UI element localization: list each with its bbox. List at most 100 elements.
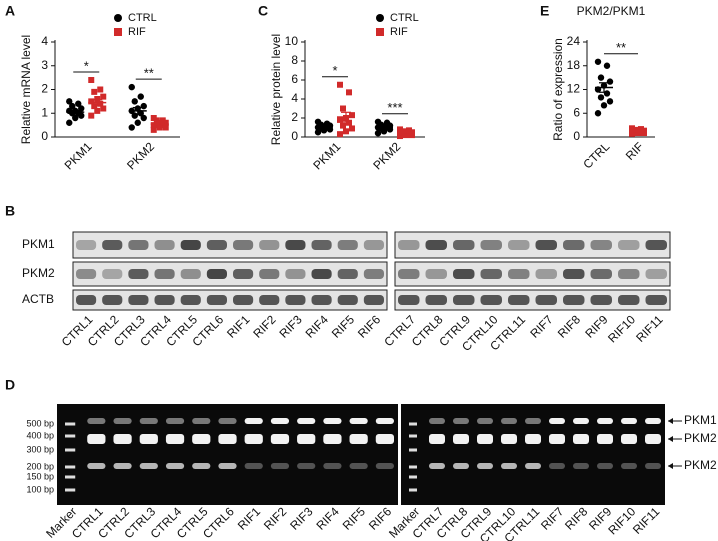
x-tick-label: CTRL xyxy=(580,139,612,171)
blot-band xyxy=(180,269,201,279)
blot-band xyxy=(618,295,640,305)
gel-band xyxy=(165,463,185,469)
blot-band xyxy=(337,295,358,305)
blot-band xyxy=(259,269,280,279)
lane-label: RIF6 xyxy=(355,312,384,341)
gel-band xyxy=(87,418,106,424)
data-point xyxy=(140,114,147,122)
gel-band xyxy=(477,418,493,424)
blot-band xyxy=(311,240,332,250)
ladder-band xyxy=(65,465,76,469)
band-arrowhead xyxy=(668,418,673,424)
gel-band xyxy=(323,434,342,444)
gel-band xyxy=(87,463,106,469)
data-point xyxy=(343,128,349,135)
gel-band xyxy=(87,434,106,444)
blot-band xyxy=(480,295,502,305)
band-arrowhead xyxy=(668,436,673,442)
y-axis-label: Ratio of expression xyxy=(551,38,565,141)
y-tick-label: 2 xyxy=(41,82,48,96)
y-tick-label: 0 xyxy=(41,129,48,143)
legend-label: CTRL xyxy=(128,12,157,24)
blot-band xyxy=(590,295,612,305)
gel-band xyxy=(349,434,368,444)
gel-band xyxy=(349,463,368,469)
blot-band xyxy=(398,269,420,279)
marker-label: 200 bp xyxy=(26,461,54,471)
data-point xyxy=(346,89,352,96)
lane-label: RIF11 xyxy=(630,504,663,537)
data-point xyxy=(606,98,614,105)
significance-label: * xyxy=(84,58,89,73)
blot-band xyxy=(102,240,123,250)
blot-band xyxy=(535,269,557,279)
lane-label: RIF1 xyxy=(224,312,253,341)
lane-label: RIF1 xyxy=(235,504,264,533)
marker-label: 100 bp xyxy=(26,484,54,494)
data-point xyxy=(75,100,82,107)
panel-letter: B xyxy=(5,203,15,219)
lane-label: RIF3 xyxy=(287,504,316,533)
significance-label: *** xyxy=(387,100,402,115)
gel-band xyxy=(621,418,637,424)
lane-label: RIF4 xyxy=(313,504,342,533)
blot-band xyxy=(453,269,475,279)
marker-label: 300 bp xyxy=(26,444,54,454)
blot-band xyxy=(453,240,475,250)
legend-marker xyxy=(376,14,384,22)
blot-band xyxy=(563,269,585,279)
lane-label: RIF2 xyxy=(250,312,279,341)
legend-marker xyxy=(376,28,384,36)
blot-band xyxy=(508,295,530,305)
blot-band xyxy=(337,240,358,250)
gel-band xyxy=(375,463,394,469)
gel-band xyxy=(645,418,661,424)
marker-label: 400 bp xyxy=(26,430,54,440)
data-point xyxy=(88,98,95,105)
data-point xyxy=(72,114,79,122)
gel-band xyxy=(645,434,661,444)
x-tick-label: PKM2 xyxy=(370,139,403,172)
blot-band xyxy=(311,295,332,305)
gel-band xyxy=(244,434,263,444)
blot-band xyxy=(233,295,254,305)
y-tick-label: 18 xyxy=(567,58,581,72)
y-tick-label: 6 xyxy=(573,105,580,119)
y-tick-label: 4 xyxy=(291,91,298,105)
blot-band xyxy=(618,240,640,250)
y-tick-label: 1 xyxy=(41,105,48,119)
ladder-band xyxy=(65,488,76,492)
data-point xyxy=(94,96,101,102)
row-label: ACTB xyxy=(22,292,54,306)
x-tick-label: PKM1 xyxy=(62,139,95,172)
data-point xyxy=(66,98,73,105)
gel-band xyxy=(165,418,185,424)
y-tick-label: 12 xyxy=(567,82,581,96)
blot-band xyxy=(337,269,358,279)
data-point xyxy=(134,119,141,126)
blot-band xyxy=(76,295,97,305)
blot-band xyxy=(180,295,201,305)
data-point xyxy=(597,74,605,81)
gel-band xyxy=(270,418,290,424)
data-point xyxy=(91,88,98,95)
ladder-band xyxy=(65,475,76,479)
legend-label: RIF xyxy=(390,26,408,38)
gel-band xyxy=(349,418,368,424)
row-label: PKM2 xyxy=(22,266,55,280)
gel-band xyxy=(573,418,589,424)
gel-band xyxy=(323,463,342,469)
gel-band xyxy=(549,463,565,469)
legend-marker xyxy=(114,28,122,36)
y-tick-label: 6 xyxy=(291,72,298,86)
band-label: PKM2 xyxy=(684,458,717,472)
ladder-band xyxy=(409,488,417,492)
gel-band xyxy=(244,418,263,424)
significance-label: ** xyxy=(144,66,154,81)
data-point xyxy=(594,110,602,117)
data-point xyxy=(140,102,147,110)
lane-label: RIF5 xyxy=(340,504,369,533)
lane-label: RIF10 xyxy=(605,504,638,537)
y-tick-label: 0 xyxy=(573,129,580,143)
gel-band xyxy=(453,463,469,469)
